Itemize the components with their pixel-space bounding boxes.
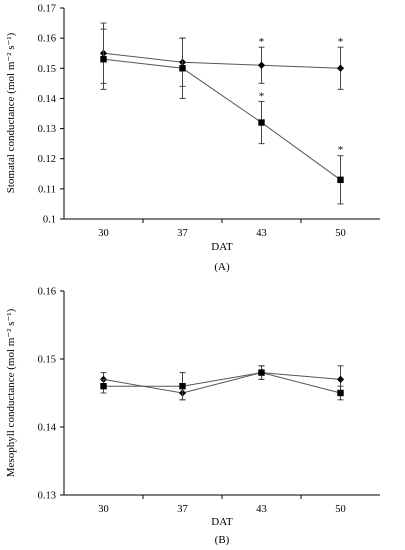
y-tick-label: 0.1 bbox=[43, 215, 56, 226]
y-tick-label: 0.15 bbox=[38, 64, 56, 75]
x-axis-title: DAT bbox=[211, 516, 233, 528]
y-tick-label: 0.16 bbox=[38, 287, 56, 298]
x-tick-label: 50 bbox=[335, 504, 346, 515]
series-2-point-square bbox=[179, 65, 186, 72]
panel-label: (A) bbox=[214, 261, 230, 273]
series-2-point-square bbox=[337, 389, 344, 397]
series-1-point-diamond bbox=[257, 61, 266, 69]
series-1-point-diamond bbox=[336, 64, 345, 72]
series-2-line bbox=[103, 58, 341, 181]
y-tick-label: 0.15 bbox=[38, 355, 56, 366]
x-axis-title: DAT bbox=[211, 241, 233, 253]
x-tick-label: 50 bbox=[335, 228, 346, 239]
significance-marker: * bbox=[259, 90, 265, 102]
y-axis-title: Stomatal conductance (mol m⁻² s⁻¹) bbox=[5, 32, 17, 193]
series-2-point-square bbox=[179, 383, 186, 390]
significance-marker: * bbox=[338, 36, 344, 48]
x-tick-label: 37 bbox=[177, 228, 188, 239]
chart-b: 0.13 0.14 0.15 0.16 30 37 43 50 DAT Mesophyll con… bbox=[5, 287, 380, 546]
series-1-point-diamond bbox=[336, 375, 345, 383]
y-tick-label: 0.14 bbox=[38, 94, 57, 105]
significance-marker: * bbox=[338, 144, 344, 156]
significance-marker: * bbox=[259, 36, 265, 48]
x-tick-label: 30 bbox=[98, 504, 109, 515]
series-2-point-square bbox=[100, 383, 107, 390]
series-1-line bbox=[103, 52, 341, 69]
series-2-point-square bbox=[337, 176, 344, 184]
y-tick-label: 0.13 bbox=[38, 491, 56, 502]
series-1-line bbox=[103, 372, 341, 394]
y-tick-label: 0.13 bbox=[38, 124, 56, 135]
y-axis-title: Mesophyll conductance (mol m⁻² s⁻¹) bbox=[5, 308, 17, 477]
y-tick-label: 0.16 bbox=[38, 34, 56, 45]
x-tick-label: 30 bbox=[98, 228, 109, 239]
x-tick-label: 43 bbox=[256, 228, 267, 239]
series-2-point-square bbox=[100, 56, 107, 63]
series-2-line bbox=[103, 372, 341, 394]
y-tick-label: 0.12 bbox=[38, 154, 56, 165]
y-tick-label: 0.17 bbox=[38, 4, 56, 15]
x-tick-label: 43 bbox=[256, 504, 267, 515]
panel-label: (B) bbox=[215, 534, 230, 546]
series-2-point-square bbox=[258, 369, 265, 376]
chart-a: 0.1 0.11 0.12 0.13 0.14 0.15 0.16 0.17 30 37 43 50 D… bbox=[5, 4, 380, 273]
x-tick-label: 37 bbox=[177, 504, 188, 515]
y-tick-label: 0.11 bbox=[38, 184, 56, 195]
series-2-point-square bbox=[258, 119, 265, 126]
y-tick-label: 0.14 bbox=[38, 423, 57, 434]
